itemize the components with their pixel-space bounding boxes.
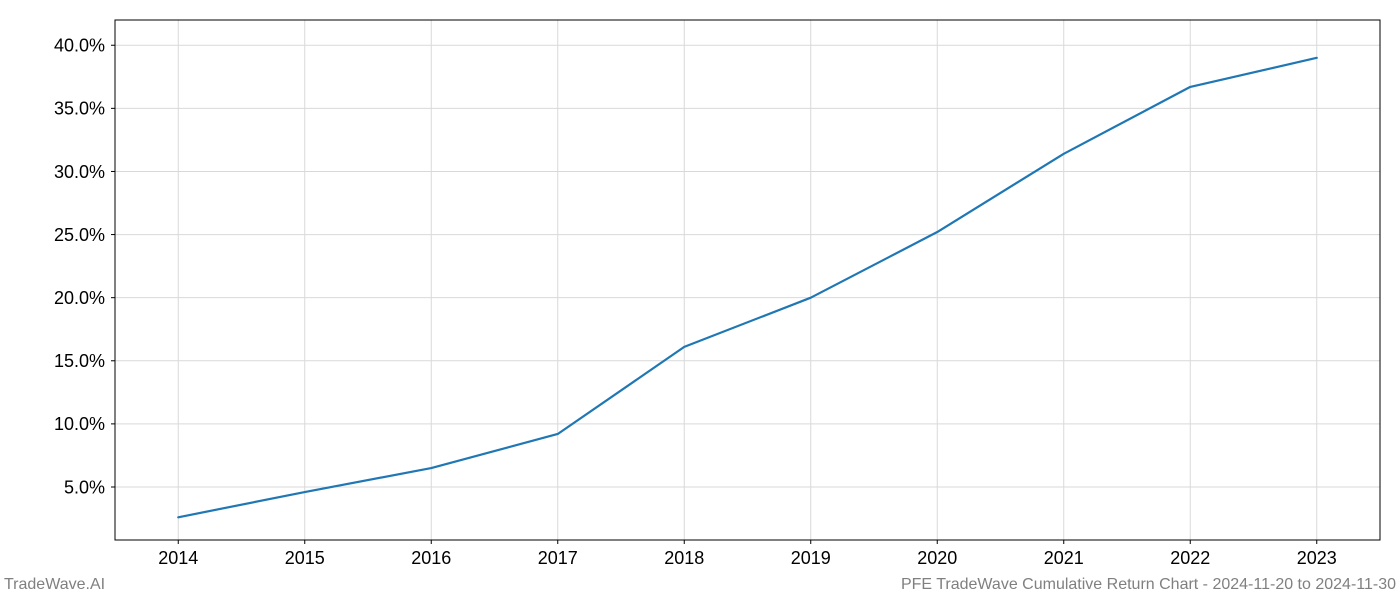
y-tick-label: 35.0% <box>54 99 105 119</box>
x-tick-label: 2018 <box>664 548 704 568</box>
y-tick-label: 5.0% <box>64 477 105 497</box>
y-tick-label: 20.0% <box>54 288 105 308</box>
return-line <box>178 58 1317 517</box>
x-tick-label: 2015 <box>285 548 325 568</box>
x-tick-label: 2022 <box>1170 548 1210 568</box>
x-tick-label: 2014 <box>158 548 198 568</box>
y-tick-label: 10.0% <box>54 414 105 434</box>
x-tick-label: 2019 <box>791 548 831 568</box>
x-tick-label: 2020 <box>917 548 957 568</box>
y-tick-label: 15.0% <box>54 351 105 371</box>
y-tick-label: 25.0% <box>54 225 105 245</box>
footer-left-text: TradeWave.AI <box>4 576 105 594</box>
x-tick-label: 2023 <box>1297 548 1337 568</box>
footer-right-text: PFE TradeWave Cumulative Return Chart - … <box>901 576 1396 594</box>
x-tick-label: 2017 <box>538 548 578 568</box>
chart-container: 2014 2015 2016 2017 2018 2019 2020 2021 2022 2023… <box>0 0 1400 600</box>
x-tick-label: 2021 <box>1044 548 1084 568</box>
y-tick-label: 30.0% <box>54 162 105 182</box>
line-chart: 2014 2015 2016 2017 2018 2019 2020 2021 2022 2023… <box>0 0 1400 600</box>
y-tick-label: 40.0% <box>54 36 105 56</box>
x-tick-label: 2016 <box>411 548 451 568</box>
